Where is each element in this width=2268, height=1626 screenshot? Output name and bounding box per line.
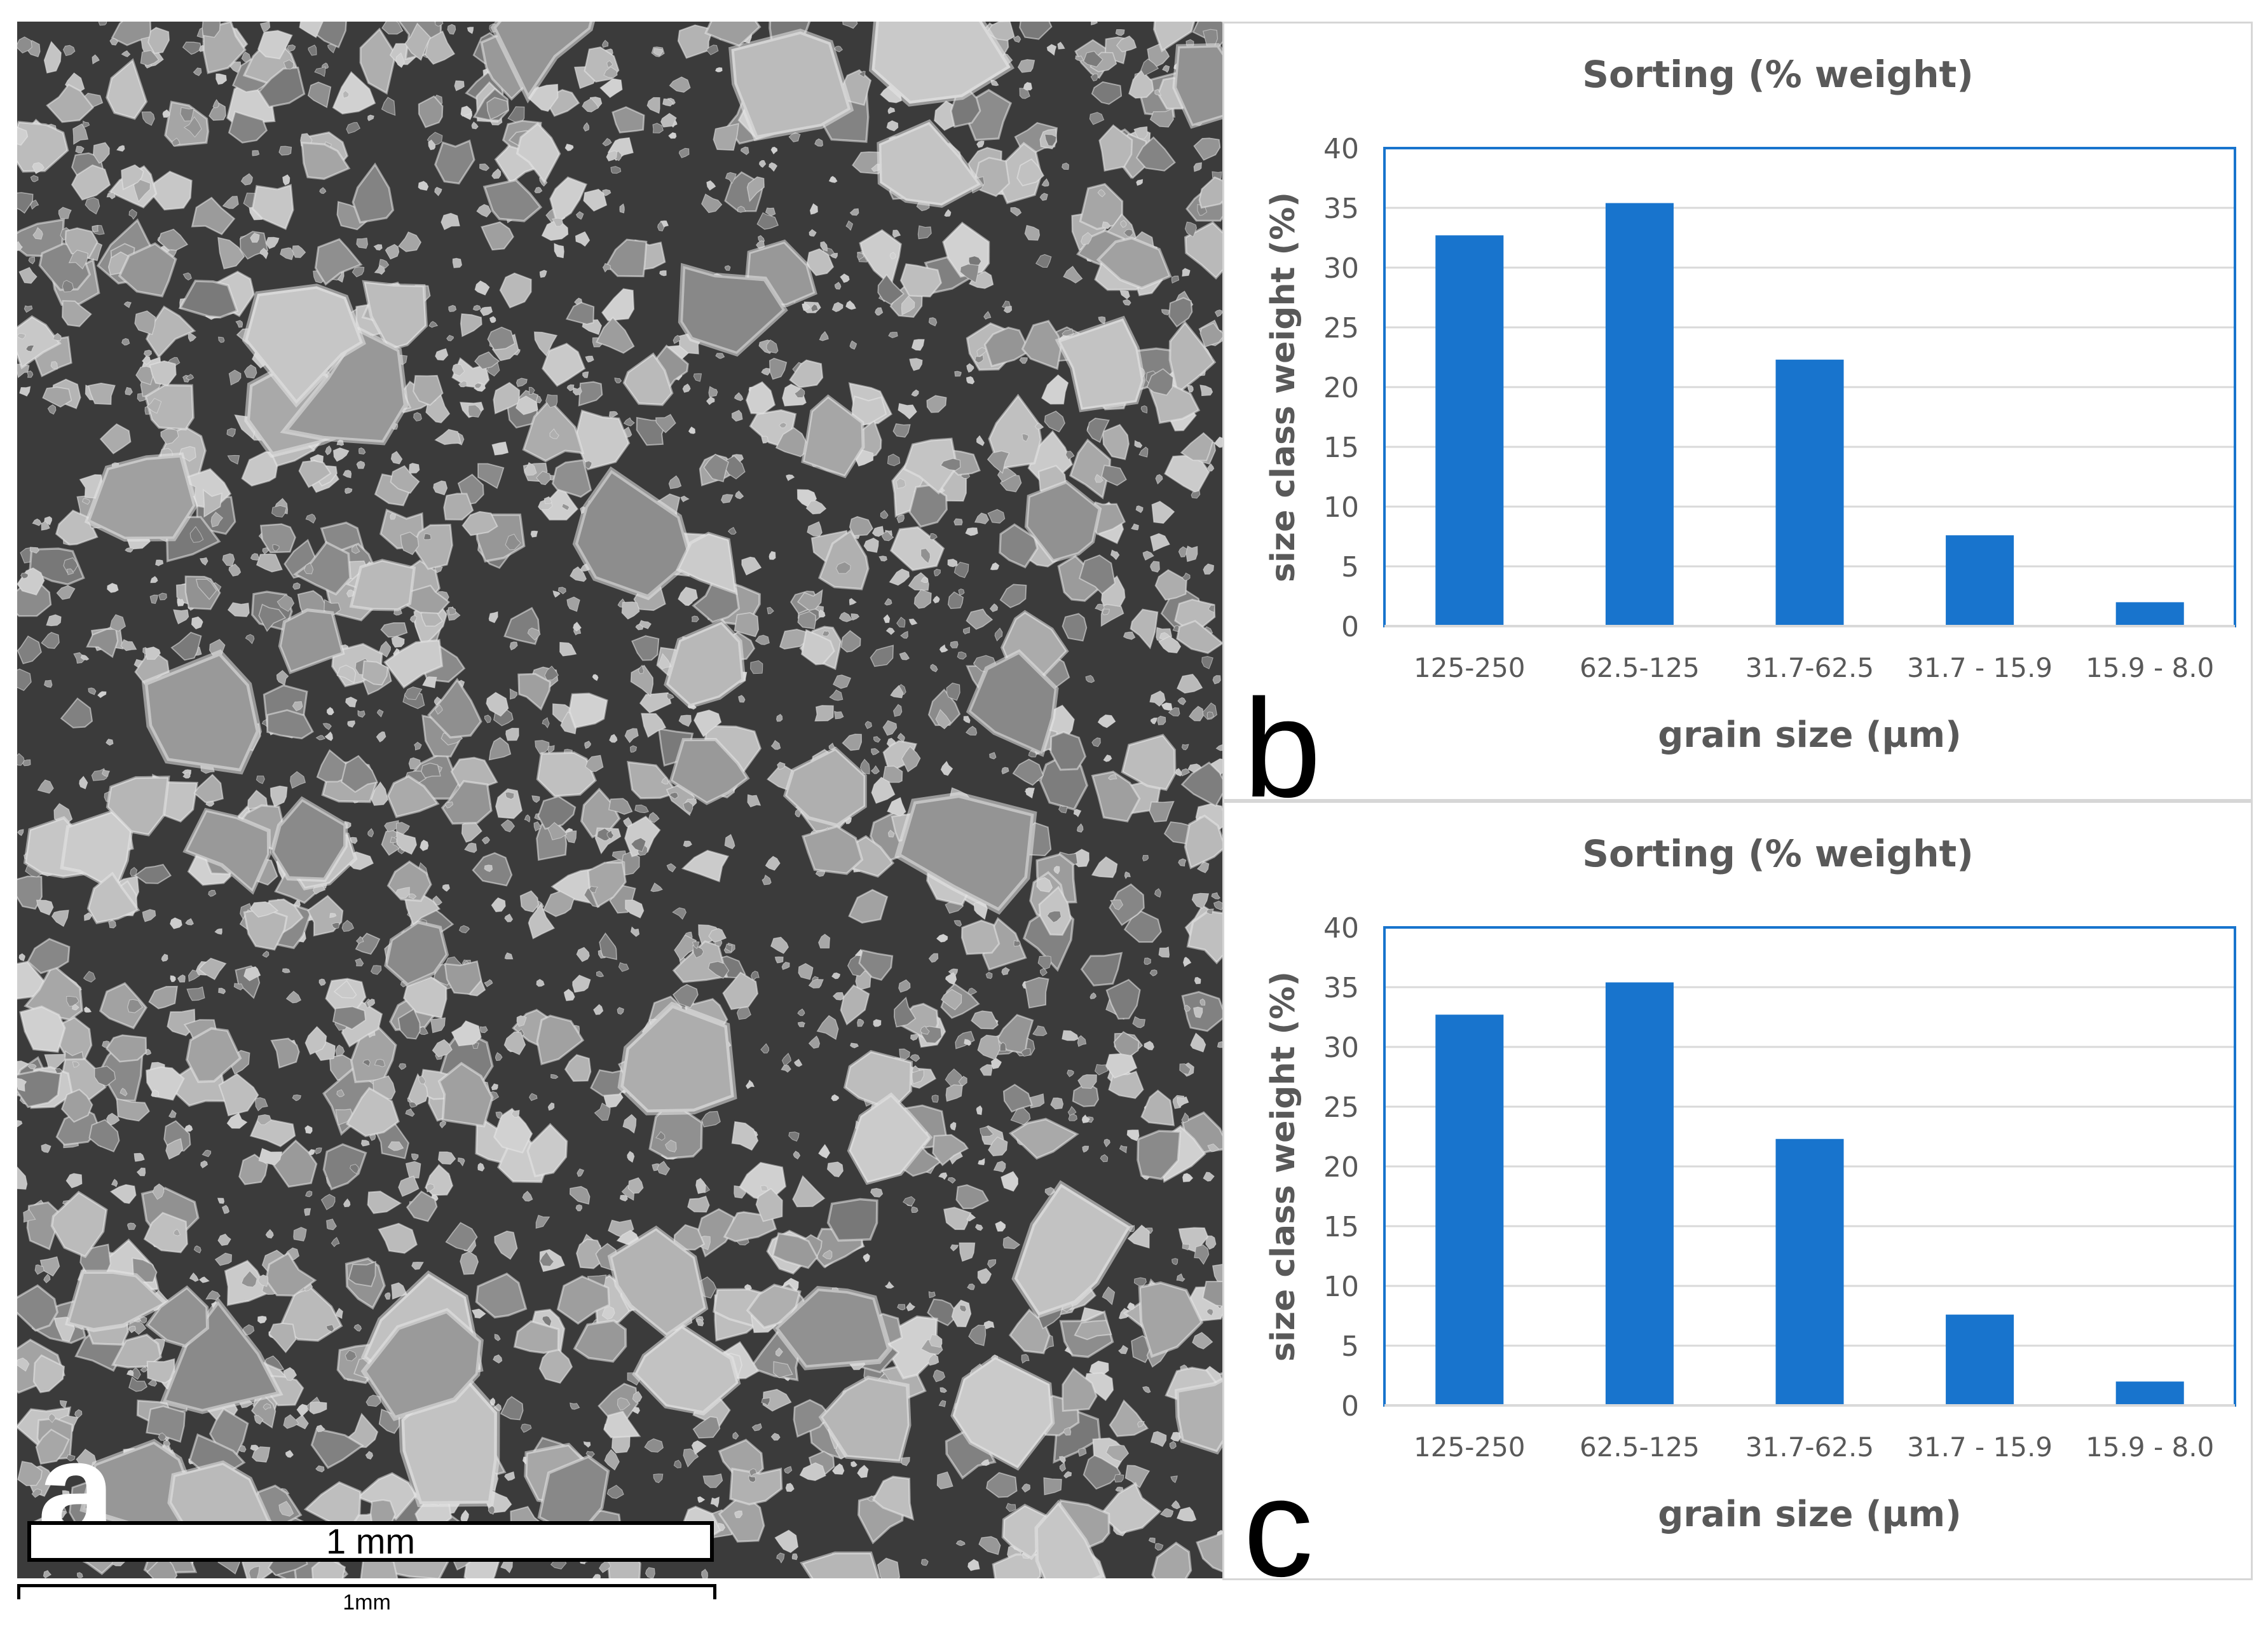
x-tick-label: 62.5-125 [1580, 1431, 1700, 1463]
y-tick-label: 40 [1323, 912, 1359, 945]
bar-125-250 [1435, 235, 1504, 626]
y-tick-label: 10 [1323, 491, 1359, 524]
sem-particles [17, 22, 1222, 1578]
bar-62.5-125 [1605, 982, 1674, 1405]
y-tick-label: 5 [1341, 1330, 1359, 1363]
sem-particles-image [17, 22, 1222, 1578]
bar-31.7-62.5 [1775, 1138, 1844, 1405]
outer-scale-line [17, 1584, 716, 1587]
chart-title: Sorting (% weight) [1582, 53, 1974, 96]
y-tick-label: 30 [1323, 1032, 1359, 1064]
bar-31.7-62.5 [1775, 359, 1844, 626]
y-tick-label: 40 [1323, 133, 1359, 165]
x-tick-label: 15.9 - 8.0 [2086, 652, 2214, 683]
y-tick-label: 35 [1323, 193, 1359, 225]
outer-scale-label: 1mm [343, 1590, 391, 1615]
x-tick-label: 31.7 - 15.9 [1907, 652, 2053, 683]
panel-label-b: b [1243, 670, 1322, 826]
x-tick-label: 125-250 [1414, 1431, 1526, 1463]
bar-15.9-8.0 [2115, 602, 2184, 626]
y-tick-label: 10 [1323, 1271, 1359, 1303]
y-tick-label: 15 [1323, 1211, 1359, 1243]
x-tick-label: 62.5-125 [1580, 652, 1700, 683]
bar-31.7-15.9 [1946, 1315, 2014, 1405]
outer-scale-tick-right [713, 1584, 716, 1599]
chart-panel-b: Sorting (% weight) 0 5 10 15 20 25 30 35 40 125-25… [1222, 22, 2253, 818]
y-tick-label: 5 [1341, 551, 1359, 584]
y-tick-label: 20 [1323, 1151, 1359, 1184]
x-tick-label: 31.7-62.5 [1745, 652, 1874, 683]
y-axis-title: size class weight (%) [1264, 971, 1302, 1362]
bar-chart-c: Sorting (% weight) 0 5 10 15 20 25 30 35 40 125-25… [1264, 832, 2236, 1535]
x-tick-label: 125-250 [1414, 652, 1526, 683]
y-tick-label: 0 [1341, 1390, 1359, 1423]
sem-micrograph: a [17, 22, 1222, 1578]
y-tick-label: 0 [1341, 611, 1359, 643]
bar-62.5-125 [1605, 203, 1674, 627]
y-tick-label: 20 [1323, 372, 1359, 404]
y-tick-label: 25 [1323, 1091, 1359, 1124]
y-tick-label: 15 [1323, 432, 1359, 464]
bar-15.9-8.0 [2115, 1381, 2184, 1405]
scale-bar: 1 mm [27, 1521, 714, 1562]
bar-chart-b: Sorting (% weight) 0 5 10 15 20 25 30 35 40 125-25… [1264, 53, 2236, 756]
outer-scale-tick-left [17, 1584, 20, 1599]
outer-scale-bar: 1mm [17, 1584, 716, 1615]
panel-label-c: c [1243, 1449, 1313, 1606]
x-axis-title: grain size (µm) [1658, 714, 1961, 756]
scale-bar-label: 1 mm [326, 1521, 415, 1561]
y-axis-title: size class weight (%) [1264, 192, 1302, 582]
x-tick-label: 15.9 - 8.0 [2086, 1431, 2214, 1463]
x-tick-label: 31.7-62.5 [1745, 1431, 1874, 1463]
y-tick-label: 30 [1323, 252, 1359, 285]
bar-31.7-15.9 [1946, 535, 2014, 626]
bar-125-250 [1435, 1015, 1504, 1405]
y-tick-label: 25 [1323, 312, 1359, 345]
x-axis-title: grain size (µm) [1658, 1494, 1961, 1535]
chart-title: Sorting (% weight) [1582, 832, 1974, 875]
y-tick-label: 35 [1323, 972, 1359, 1004]
chart-panel-c: Sorting (% weight) 0 5 10 15 20 25 30 35 40 125-25… [1222, 801, 2253, 1597]
x-tick-label: 31.7 - 15.9 [1907, 1431, 2053, 1463]
